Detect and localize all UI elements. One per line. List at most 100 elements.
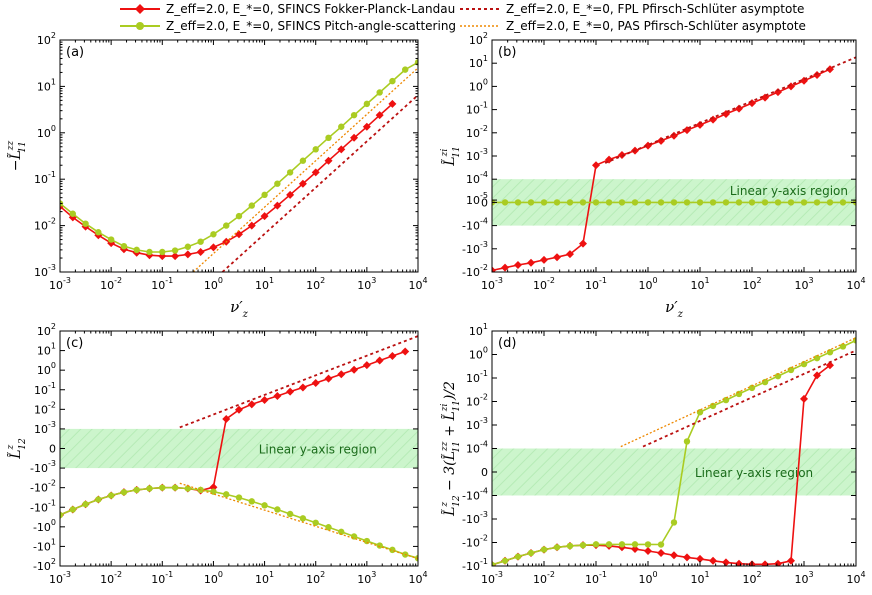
- x-tick-label: 103: [794, 276, 813, 292]
- x-axis-label: ν′z: [665, 592, 684, 595]
- y-tick-label: 100: [469, 346, 488, 362]
- data-point-pas: [299, 515, 307, 522]
- data-point-pas: [761, 378, 769, 386]
- y-tick-label: 10-2: [466, 393, 488, 409]
- data-point-pas: [223, 491, 230, 498]
- data-point-pas: [735, 199, 743, 206]
- data-point-pas: [261, 191, 268, 199]
- y-tick-label: 10-1: [34, 170, 56, 186]
- x-tick-label: 10-2: [533, 276, 555, 292]
- data-point-fpl: [158, 252, 167, 261]
- data-point-pas: [683, 438, 691, 445]
- data-point-fpl: [362, 122, 371, 131]
- y-tick-label: 10-1: [34, 381, 56, 397]
- x-tick-label: 103: [357, 276, 376, 292]
- data-point-pas: [657, 199, 665, 206]
- data-point-pas: [325, 524, 332, 531]
- data-point-pas: [376, 542, 383, 549]
- legend-entry-fpl: Z_eff=2.0, E_*=0, SFINCS Fokker-Planck-L…: [120, 2, 455, 16]
- x-axis: 10-3 10-2 10-1 100 101 102 103 104: [481, 40, 866, 292]
- y-tick-label: -100: [33, 518, 56, 534]
- data-point-pas: [774, 199, 782, 206]
- data-point-pas: [146, 248, 153, 256]
- x-tick-label: 10-3: [49, 276, 71, 292]
- data-point-fpl: [234, 230, 243, 239]
- x-axis: 10-3 10-2 10-1 100 101 102 103 104: [49, 40, 428, 292]
- data-point-pas: [107, 492, 115, 499]
- y-tick-label: -10-3: [462, 510, 488, 526]
- data-point-pas: [171, 247, 179, 254]
- data-point-pas: [248, 202, 255, 209]
- y-tick-label: -10-2: [30, 479, 56, 495]
- y-tick-label: 0: [481, 196, 488, 209]
- x-tick-label: 10-2: [533, 570, 555, 586]
- x-tick-label: 10-1: [151, 276, 173, 292]
- data-point-pas: [501, 557, 509, 564]
- data-point-fpl: [492, 266, 496, 272]
- data-point-pas: [197, 238, 204, 245]
- data-point-fpl: [247, 221, 256, 230]
- data-point-pas: [299, 157, 307, 164]
- data-point-fpl: [298, 383, 307, 392]
- data-point-fpl: [669, 551, 678, 560]
- y-tick-label: 102: [469, 31, 488, 47]
- data-point-fpl: [311, 168, 320, 177]
- data-point-fpl: [565, 250, 574, 259]
- legend: Z_eff=2.0, E_*=0, SFINCS Fokker-Planck-L…: [120, 2, 806, 33]
- data-point-pas: [210, 231, 217, 238]
- data-point-pas: [813, 199, 821, 206]
- data-point-pas: [605, 199, 613, 206]
- data-point-fpl: [273, 391, 282, 400]
- y-tick-label: -10-4: [462, 217, 488, 233]
- data-point-fpl: [825, 361, 834, 370]
- y-tick-label: 100: [37, 124, 56, 140]
- data-point-fpl: [286, 190, 295, 199]
- linear-region-label: Linear y-axis region: [695, 466, 813, 480]
- panel-label: (c): [66, 336, 83, 351]
- data-point-pas: [82, 501, 89, 508]
- data-point-pas: [363, 100, 371, 108]
- panel-label: (b): [498, 45, 516, 60]
- data-point-pas: [618, 199, 626, 206]
- data-point-pas: [274, 506, 281, 513]
- x-tick-label: 104: [846, 276, 865, 292]
- legend-label-fpl: Z_eff=2.0, E_*=0, SFINCS Fokker-Planck-L…: [166, 2, 455, 16]
- data-point-fpl: [682, 126, 691, 135]
- data-point-fpl: [273, 201, 282, 210]
- data-point-fpl: [513, 261, 522, 270]
- y-tick-label: 0: [481, 466, 488, 479]
- y-tick-label: -10-3: [462, 240, 488, 256]
- data-point-pas: [338, 528, 345, 536]
- data-point-pas: [605, 541, 613, 548]
- x-tick-label: 102: [742, 570, 761, 586]
- data-point-pas: [60, 511, 64, 519]
- data-point-fpl: [657, 549, 666, 558]
- data-point-pas: [722, 396, 730, 404]
- panel-label: (d): [498, 336, 516, 351]
- x-tick-label: 102: [306, 276, 325, 292]
- y-tick-label: -10-2: [462, 534, 488, 550]
- data-point-fpl: [813, 371, 822, 380]
- data-point-pas: [566, 199, 574, 206]
- data-point-fpl: [350, 365, 359, 374]
- y-tick-label: 10-5: [466, 191, 488, 207]
- x-axis: 10-3 10-2 10-1 100 101 102 103 104: [481, 331, 866, 586]
- data-point-pas: [826, 199, 834, 206]
- data-point-pas: [540, 199, 548, 206]
- data-point-pas: [286, 169, 294, 176]
- data-point-fpl: [247, 400, 256, 409]
- legend-marker-fpl: [135, 4, 145, 14]
- data-point-fpl: [375, 356, 384, 365]
- data-point-pas: [761, 199, 769, 206]
- data-point-pas: [527, 199, 535, 206]
- y-axis-label: L̃z 12 − 3(L̃zz 11 + L̃zi 11)/2: [440, 381, 462, 517]
- data-point-pas: [514, 553, 522, 560]
- data-point-fpl: [260, 212, 269, 221]
- series-line-pas_asym: [192, 67, 418, 272]
- data-point-pas: [527, 549, 535, 557]
- legend-label-fpl-asymptote: Z_eff=2.0, E_*=0, FPL Pfirsch-Schlüter a…: [506, 2, 804, 16]
- data-point-fpl: [286, 387, 295, 396]
- data-point-pas: [312, 146, 319, 153]
- data-point-pas: [670, 519, 678, 526]
- data-point-fpl: [401, 347, 410, 356]
